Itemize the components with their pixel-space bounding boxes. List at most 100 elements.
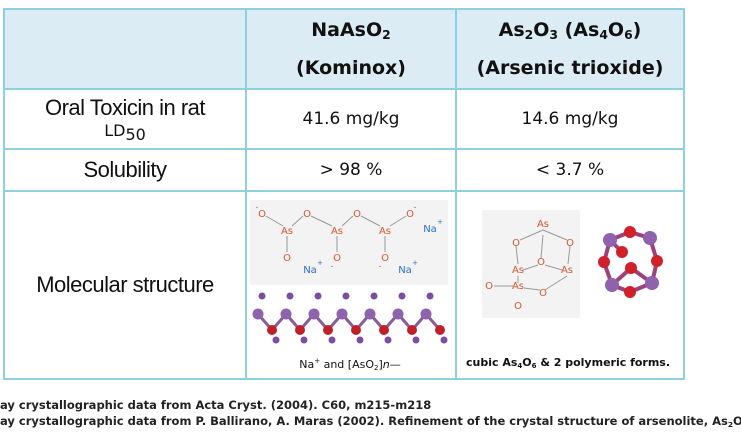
- caption-part: —: [390, 358, 401, 371]
- cell: 14.6 mg/kg: [455, 88, 685, 150]
- atom: O: [512, 238, 520, 249]
- subscript: 2: [524, 28, 534, 43]
- ball: [625, 262, 637, 274]
- ball: [603, 233, 617, 247]
- ball: [624, 226, 636, 238]
- ball: [328, 336, 336, 344]
- ball: [624, 286, 636, 298]
- ball: [323, 325, 333, 335]
- charge: -: [256, 203, 259, 212]
- atom: O: [539, 288, 547, 299]
- footnote: ay crystallographic data from Acta Cryst…: [0, 398, 741, 412]
- charge: +: [317, 259, 323, 267]
- ball: [420, 308, 432, 320]
- charge: +: [437, 218, 443, 226]
- subscript: 2: [374, 364, 378, 372]
- formula: O: [533, 19, 550, 42]
- caption-part: O: [522, 356, 531, 369]
- ball: [651, 255, 663, 267]
- cell: 41.6 mg/kg: [245, 88, 457, 150]
- ball: [356, 336, 364, 344]
- formula: O: [607, 19, 625, 42]
- caption: Na+ and [AsO2]n—: [299, 357, 401, 372]
- caption-part: n: [383, 358, 390, 371]
- ball: [407, 325, 417, 335]
- ball: [364, 308, 376, 320]
- footnote-text: ay crystallographic data from P. Ballira…: [0, 414, 728, 428]
- ball: [314, 292, 322, 300]
- atom: O: [514, 301, 522, 312]
- superscript: +: [314, 357, 320, 365]
- bonds: [265, 215, 571, 291]
- footnote: ay crystallographic data from P. Ballira…: [0, 414, 741, 429]
- ball: [598, 256, 610, 268]
- header-cell: As2O3 (As4O6) (Arsenic trioxide): [455, 8, 685, 90]
- subscript: 2: [382, 28, 391, 43]
- ball: [252, 308, 264, 320]
- row: Solubility > 98 % < 3.7 %: [3, 148, 685, 192]
- atom: O: [381, 253, 389, 264]
- atom: As: [379, 226, 391, 237]
- atom: O: [537, 257, 545, 268]
- ball: [286, 292, 294, 300]
- ball: [342, 292, 350, 300]
- ball: [398, 292, 406, 300]
- ball: [300, 336, 308, 344]
- ball: [258, 292, 266, 300]
- label: Molecular structure: [36, 272, 214, 297]
- charge: -: [379, 262, 382, 271]
- subscript: 3: [549, 28, 558, 43]
- name: (Kominox): [296, 56, 406, 79]
- atom: O: [406, 209, 414, 220]
- formula: ): [632, 19, 642, 42]
- subscript: 6: [624, 28, 633, 43]
- atom: O: [303, 209, 311, 220]
- atom: Na: [398, 265, 412, 276]
- ball-models: [252, 226, 663, 344]
- caption-part: & 2 polymeric forms.: [537, 356, 671, 369]
- charge: -: [331, 262, 334, 271]
- formula: NaAsO: [311, 19, 383, 42]
- ball: [267, 325, 277, 335]
- subscript: 4: [599, 28, 608, 43]
- ball: [308, 308, 320, 320]
- atom: O: [283, 253, 291, 264]
- footnote-text: O: [733, 414, 741, 428]
- ball: [605, 278, 619, 292]
- label: Solubility: [83, 157, 167, 182]
- ball: [280, 308, 292, 320]
- sublabel: LD: [104, 120, 126, 140]
- ball: [384, 336, 392, 344]
- row-label: Solubility: [3, 148, 247, 192]
- atom: O: [566, 238, 574, 249]
- figure-bg: [482, 210, 580, 318]
- charge: -: [414, 203, 417, 212]
- name: (Arsenic trioxide): [476, 56, 664, 79]
- ball: [616, 246, 628, 258]
- atom: As: [331, 226, 343, 237]
- subscript: 4: [517, 362, 522, 370]
- caption-part: ]: [378, 358, 382, 371]
- ball: [435, 325, 445, 335]
- atom: As: [512, 265, 524, 276]
- ball: [643, 231, 657, 245]
- charge: +: [412, 259, 418, 267]
- subscript: 2: [727, 419, 734, 429]
- header-cell: NaAsO2 (Kominox): [245, 8, 457, 90]
- ball: [440, 336, 448, 344]
- atom: As: [281, 226, 293, 237]
- label: Oral Toxicin in rat: [44, 94, 206, 120]
- formula: (As: [558, 19, 600, 42]
- ball: [645, 276, 659, 290]
- ball: [295, 325, 305, 335]
- cell: > 98 %: [245, 148, 457, 192]
- atom-labels: O O O O As As As O O O - - - - As O O O …: [256, 203, 575, 313]
- atom: O: [353, 209, 361, 220]
- footnote-text: ay crystallographic data from Acta Cryst…: [0, 398, 432, 412]
- caption: cubic As4O6 & 2 polymeric forms.: [466, 356, 670, 370]
- figure-bg: [250, 200, 448, 285]
- ball: [351, 325, 361, 335]
- ball: [272, 336, 280, 344]
